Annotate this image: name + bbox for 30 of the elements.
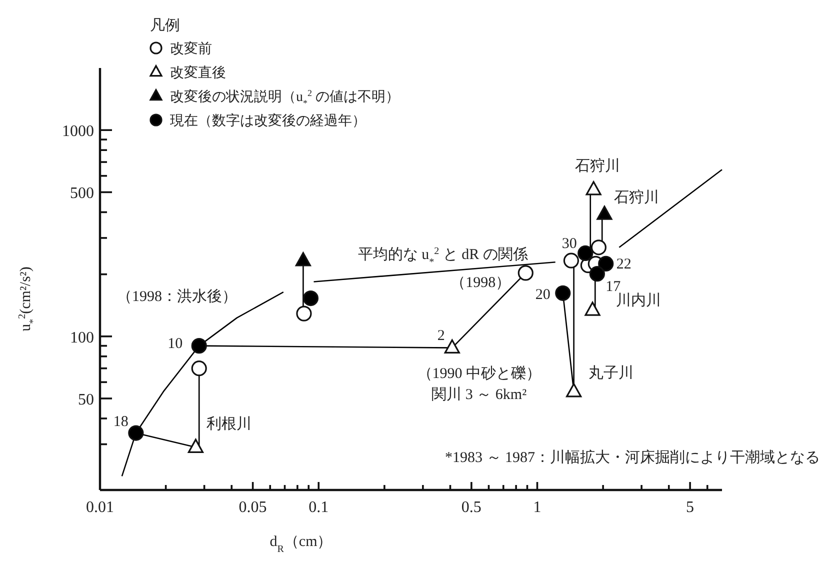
annotation: 18 — [113, 414, 128, 430]
annotation: 22 — [616, 256, 632, 273]
y-tick-label: 1000 — [62, 123, 94, 140]
annotation: 30 — [562, 236, 577, 252]
annotation: 利根川 — [206, 416, 252, 432]
legend-title: 凡例 — [150, 18, 180, 34]
x-tick-label: 0.1 — [308, 499, 329, 516]
y-tick-label: 50 — [78, 391, 94, 408]
x-tick-label: 5 — [686, 499, 694, 516]
annotation: 10 — [168, 336, 183, 352]
x-tick-label: 0.01 — [86, 499, 114, 516]
annotation: 石狩川 — [575, 158, 620, 175]
annotation: （1998：洪水後） — [117, 289, 237, 305]
x-tick-label: 0.5 — [461, 499, 482, 516]
x-label: d$_{R}$（cm） — [270, 534, 332, 554]
annotation: （1990 中砂と礫） — [417, 366, 541, 382]
annotation: 20 — [535, 287, 550, 304]
y-tick-label: 500 — [70, 185, 94, 202]
annotation: 丸子川 — [588, 366, 634, 382]
annotation: （1998） — [450, 274, 511, 291]
annotation: *1983 ～ 1987：川幅拡大・河床掘削により干潮域となる — [445, 450, 820, 466]
x-tick-label: 1 — [533, 499, 542, 516]
annotation: 平均的な u$_{*}$$^{2}$ と dR の関係 — [358, 246, 528, 268]
annotation: 2 — [437, 328, 445, 344]
annotation: 17 — [606, 278, 621, 295]
x-tick-label: 0.05 — [238, 499, 267, 516]
y-tick-label: 100 — [70, 329, 94, 346]
annotation: 川内川 — [616, 293, 662, 310]
annotation: 石狩川 — [614, 190, 659, 206]
annotation: 関川 3 ～ 6km² — [432, 386, 527, 403]
